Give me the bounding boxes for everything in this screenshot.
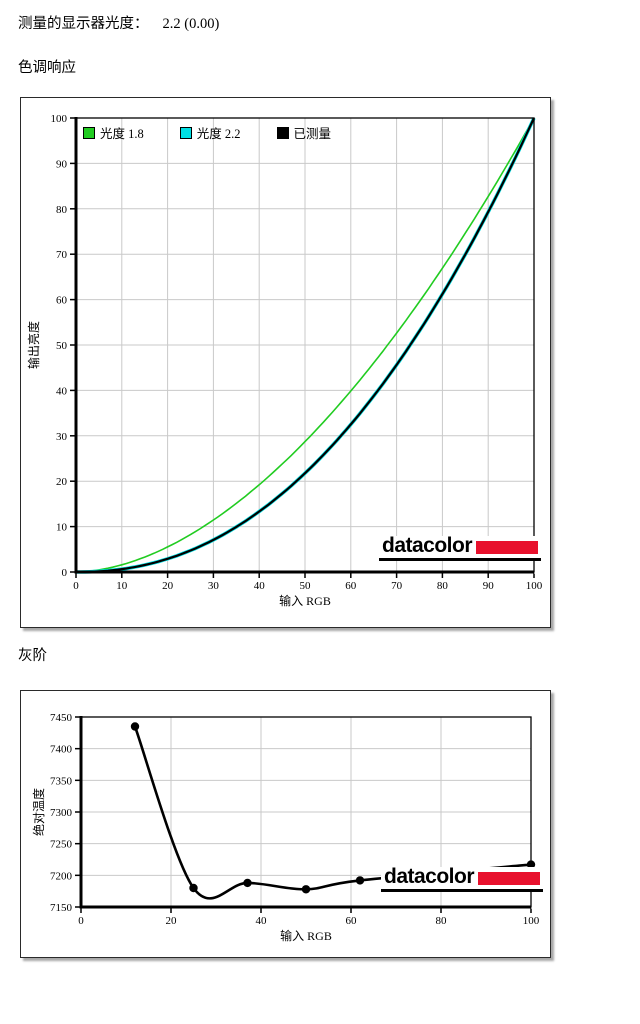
svg-text:30: 30 <box>56 431 68 443</box>
svg-text:100: 100 <box>523 915 540 927</box>
svg-text:30: 30 <box>208 580 220 592</box>
svg-text:60: 60 <box>345 580 357 592</box>
svg-text:输出亮度: 输出亮度 <box>26 321 41 369</box>
datacolor-logo: datacolor <box>379 534 542 561</box>
svg-text:50: 50 <box>300 580 312 592</box>
legend-swatch-measured-icon <box>276 126 289 139</box>
svg-text:70: 70 <box>56 249 68 261</box>
svg-text:20: 20 <box>166 915 178 927</box>
datacolor-logo-red-bar-icon <box>476 541 539 554</box>
svg-text:80: 80 <box>436 915 448 927</box>
measured-gamma-label: 测量的显示器光度： <box>18 16 149 32</box>
tone-response-chart: 0 10 20 30 40 50 60 70 80 90 100 0 10 20 30 40 50 60 70 80 9… <box>20 97 551 628</box>
section-title-tone-response: 色调响应 <box>18 60 76 76</box>
tone-response-plot: 0 10 20 30 40 50 60 70 80 90 100 0 10 20 30 40 50 60 70 80 9… <box>26 113 543 608</box>
legend-label-measured: 已测量 <box>293 127 332 141</box>
svg-text:7400: 7400 <box>50 744 73 756</box>
datacolor-logo-text: datacolor <box>384 865 475 888</box>
svg-text:0: 0 <box>62 567 68 579</box>
svg-text:100: 100 <box>526 580 543 592</box>
datacolor-logo-red-bar-icon <box>478 872 541 885</box>
svg-text:50: 50 <box>56 340 68 352</box>
svg-text:40: 40 <box>254 580 266 592</box>
svg-text:输入 RGB: 输入 RGB <box>279 593 331 608</box>
legend-item-gamma-2-2: 光度 2.2 <box>179 123 241 142</box>
svg-text:7150: 7150 <box>50 902 73 914</box>
svg-text:60: 60 <box>346 915 358 927</box>
datacolor-logo: datacolor <box>381 865 544 892</box>
legend-swatch-gamma-2-2-icon <box>179 126 192 139</box>
legend-label-gamma-2-2: 光度 2.2 <box>196 127 241 141</box>
legend: 光度 1.8 光度 2.2 已测量 <box>83 123 331 142</box>
svg-text:7450: 7450 <box>50 712 73 724</box>
measured-gamma-value: 2.2 (0.00) <box>162 16 220 32</box>
section-title-grayscale: 灰阶 <box>18 648 47 664</box>
svg-text:40: 40 <box>256 915 268 927</box>
datacolor-logo-text: datacolor <box>382 534 473 557</box>
grayscale-plot: 0 20 40 60 80 100 7150 7200 7250 7300 7350 7400 7450… <box>31 712 540 943</box>
svg-text:80: 80 <box>437 580 449 592</box>
measured-gamma-line: 测量的显示器光度： 2.2 (0.00) <box>18 12 219 33</box>
svg-text:40: 40 <box>56 385 68 397</box>
svg-text:7300: 7300 <box>50 807 73 819</box>
legend-swatch-gamma-1-8-icon <box>83 126 95 139</box>
svg-text:0: 0 <box>78 915 84 927</box>
svg-text:7350: 7350 <box>50 775 73 787</box>
svg-text:0: 0 <box>73 580 79 592</box>
svg-text:20: 20 <box>56 476 68 488</box>
svg-text:60: 60 <box>56 295 68 307</box>
svg-text:90: 90 <box>56 158 68 170</box>
svg-text:10: 10 <box>116 580 128 592</box>
svg-text:10: 10 <box>56 522 68 534</box>
svg-text:绝对温度: 绝对温度 <box>31 788 46 836</box>
svg-text:100: 100 <box>51 113 68 125</box>
legend-item-gamma-1-8: 光度 1.8 <box>83 123 144 142</box>
legend-label-gamma-1-8: 光度 1.8 <box>100 127 144 141</box>
svg-text:20: 20 <box>162 580 174 592</box>
svg-text:7200: 7200 <box>50 870 73 882</box>
svg-text:70: 70 <box>391 580 403 592</box>
svg-text:输入 RGB: 输入 RGB <box>280 928 332 943</box>
svg-text:7250: 7250 <box>50 839 73 851</box>
svg-text:90: 90 <box>483 580 495 592</box>
legend-item-measured: 已测量 <box>276 123 332 142</box>
svg-text:80: 80 <box>56 204 68 216</box>
grayscale-chart: 0 20 40 60 80 100 7150 7200 7250 7300 7350 7400 7450… <box>20 690 551 958</box>
